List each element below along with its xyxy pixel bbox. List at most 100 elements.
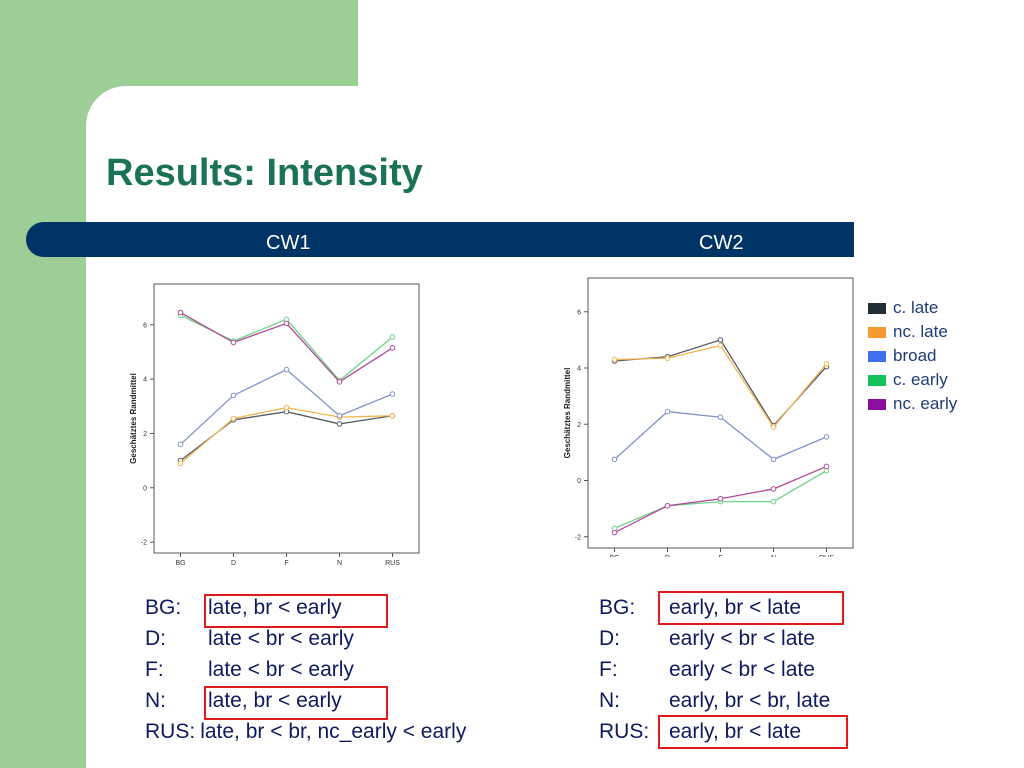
data-point-nc-early [717, 495, 724, 502]
y-tick-label: 2 [143, 431, 147, 438]
country-label: N: [599, 689, 620, 712]
result-row-rus: RUS: early, br < late [599, 720, 830, 751]
y-tick-label: 0 [143, 485, 147, 492]
data-point-nc-early [611, 529, 618, 536]
data-point-c-early [770, 498, 777, 505]
legend-swatch [868, 350, 886, 362]
x-tick-label: D [231, 560, 236, 567]
result-row-n: N: late, br < early [145, 689, 466, 720]
x-tick-label: RUS [819, 555, 834, 557]
x-tick-label: F [284, 560, 288, 567]
data-point-c-early [389, 334, 396, 340]
x-tick-label: BG [609, 555, 619, 557]
x-tick-label: RUS [385, 560, 400, 567]
legend-item-c-early: c. early [868, 368, 957, 392]
result-row-f: F: early < br < late [599, 658, 830, 689]
country-label: F: [145, 658, 164, 681]
result-row-bg: BG: early, br < late [599, 596, 830, 627]
data-point-nc-late [283, 404, 290, 411]
data-point-nc-late [664, 355, 671, 361]
y-axis-label: Geschätztes Randmittel [129, 373, 138, 464]
data-point-nc-early [230, 339, 237, 346]
legend-swatch [868, 398, 886, 410]
data-point-nc-early [664, 503, 671, 509]
highlight-box-cw1-n [204, 686, 388, 720]
result-row-d: D: early < br < late [599, 627, 830, 658]
country-label: D: [599, 627, 620, 650]
data-point-nc-early [770, 486, 777, 492]
result-text: late, br < early [208, 596, 342, 619]
result-row-d: D: late < br < early [145, 627, 466, 658]
data-point-nc-late [230, 415, 237, 422]
y-tick-label: 6 [577, 309, 581, 316]
data-point-broad [389, 391, 396, 397]
data-point-nc-early [177, 309, 184, 316]
legend-item-nc-early: nc. early [868, 392, 957, 416]
plot-frame [587, 277, 854, 549]
highlight-box-cw2-bg [658, 591, 844, 625]
country-label: D: [145, 627, 166, 650]
data-point-nc-late [389, 412, 396, 419]
chart-cw2: -2 0 2 4 6 BG D F N RUS Geschätztes Randmittel [563, 277, 854, 557]
country-label: F: [599, 658, 618, 681]
cw1-label: CW1 [266, 232, 311, 254]
data-point-broad [230, 392, 237, 399]
cw2-results-list: BG: early, br < late D: early < br < lat… [599, 596, 830, 751]
country-label: BG: [599, 596, 636, 619]
result-text: early, br < late [669, 596, 802, 619]
legend: c. late nc. late broad c. early nc. earl… [868, 296, 957, 416]
highlight-box-cw1-bg [204, 594, 388, 628]
country-label: BG: [145, 596, 182, 619]
x-tick-label: N [337, 560, 342, 567]
legend-swatch [868, 326, 886, 338]
result-text: late, br < br, nc_early < early [200, 720, 467, 743]
result-text: early < br < late [669, 627, 815, 650]
data-point-nc-late [717, 342, 724, 349]
data-point-nc-late [770, 424, 777, 430]
y-axis-label: Geschätztes Randmittel [563, 368, 572, 459]
data-point-broad [717, 414, 724, 421]
header-bar [26, 222, 854, 257]
data-point-nc-early [336, 379, 343, 385]
legend-label: c. late [893, 298, 939, 317]
data-point-broad [823, 434, 830, 440]
x-tick-label: D [665, 555, 670, 557]
x-tick-label: F [718, 555, 722, 557]
legend-label: nc. early [893, 394, 958, 413]
result-row-bg: BG: late, br < early [145, 596, 466, 627]
country-label: RUS: [599, 720, 650, 743]
data-point-broad [283, 366, 290, 373]
data-point-nc-early [283, 320, 290, 327]
y-tick-label: 0 [577, 478, 581, 485]
country-label: RUS: [145, 720, 196, 743]
data-point-broad [770, 456, 777, 463]
result-text: early, br < br, late [669, 689, 831, 712]
cw2-label: CW2 [699, 232, 744, 254]
data-point-nc-late [823, 360, 830, 367]
x-tick-label: N [771, 555, 776, 557]
data-point-c-late [717, 337, 724, 343]
chart-cw1: -2 0 2 4 6 BG D F N RUS Geschätztes Randmittel [129, 283, 420, 567]
data-point-c-late [336, 421, 343, 427]
data-point-nc-early [389, 345, 396, 351]
result-text: late < br < early [208, 627, 354, 650]
legend-item-c-late: c. late [868, 296, 957, 320]
legend-label: c. early [893, 370, 948, 389]
result-text: late, br < early [208, 689, 342, 712]
y-tick-label: -2 [575, 534, 581, 541]
highlight-box-cw2-rus [658, 715, 848, 749]
legend-swatch [868, 302, 886, 314]
result-text: late < br < early [208, 658, 354, 681]
y-tick-label: 4 [143, 377, 147, 384]
y-tick-label: 2 [577, 422, 581, 429]
data-point-nc-late [177, 460, 184, 467]
result-text: early < br < late [669, 658, 815, 681]
data-point-broad [336, 412, 343, 419]
cw1-results-list: BG: late, br < early D: late < br < earl… [145, 596, 466, 751]
data-point-nc-late [611, 356, 618, 363]
legend-item-nc-late: nc. late [868, 320, 957, 344]
x-tick-label: BG [175, 560, 185, 567]
data-point-broad [177, 441, 184, 448]
result-row-n: N: early, br < br, late [599, 689, 830, 720]
data-point-broad [611, 456, 618, 463]
